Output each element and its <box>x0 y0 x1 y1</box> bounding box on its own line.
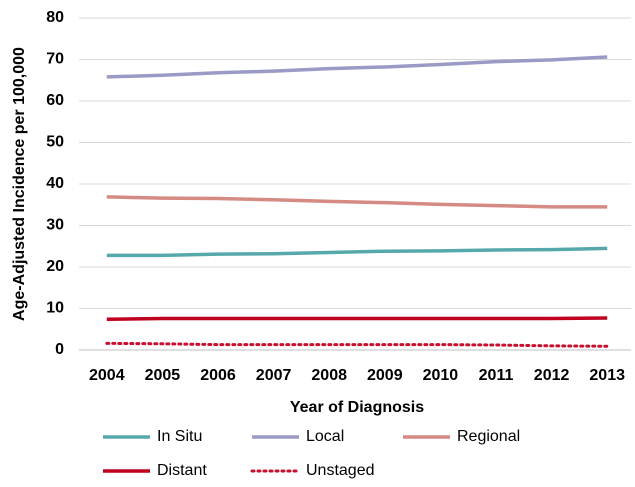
x-tick-label: 2013 <box>589 367 625 384</box>
x-tick-label: 2005 <box>145 367 181 384</box>
x-tick-label: 2008 <box>311 367 347 384</box>
legend-label: In Situ <box>157 428 202 445</box>
y-tick-label: 30 <box>46 217 64 234</box>
series-line <box>106 55 608 79</box>
y-tick-label: 80 <box>46 9 64 26</box>
x-tick-label: 2011 <box>479 367 514 384</box>
x-tick-label: 2004 <box>89 367 125 384</box>
legend-label: Distant <box>157 462 207 479</box>
y-tick-label: 0 <box>55 341 64 358</box>
x-tick-label: 2007 <box>256 367 292 384</box>
x-tick-label: 2009 <box>367 367 403 384</box>
y-tick-label: 10 <box>46 300 64 317</box>
series-line <box>106 195 608 209</box>
x-tick-label: 2006 <box>200 367 236 384</box>
y-tick-label: 70 <box>46 51 64 68</box>
series-line <box>106 316 608 322</box>
y-axis-title: Age-Adjusted Incidence per 100,000 <box>11 47 28 321</box>
y-tick-label: 60 <box>46 92 64 109</box>
y-tick-label: 20 <box>46 258 64 275</box>
legend-label: Local <box>306 428 344 445</box>
series-line <box>105 341 609 348</box>
y-tick-label: 40 <box>46 175 64 192</box>
x-tick-label: 2012 <box>534 367 570 384</box>
legend-label: Regional <box>457 428 520 445</box>
x-axis-title: Year of Diagnosis <box>290 399 424 416</box>
series-line <box>106 246 608 258</box>
y-tick-label: 50 <box>46 134 64 151</box>
x-tick-label: 2010 <box>423 367 459 384</box>
legend-label: Unstaged <box>306 462 375 479</box>
